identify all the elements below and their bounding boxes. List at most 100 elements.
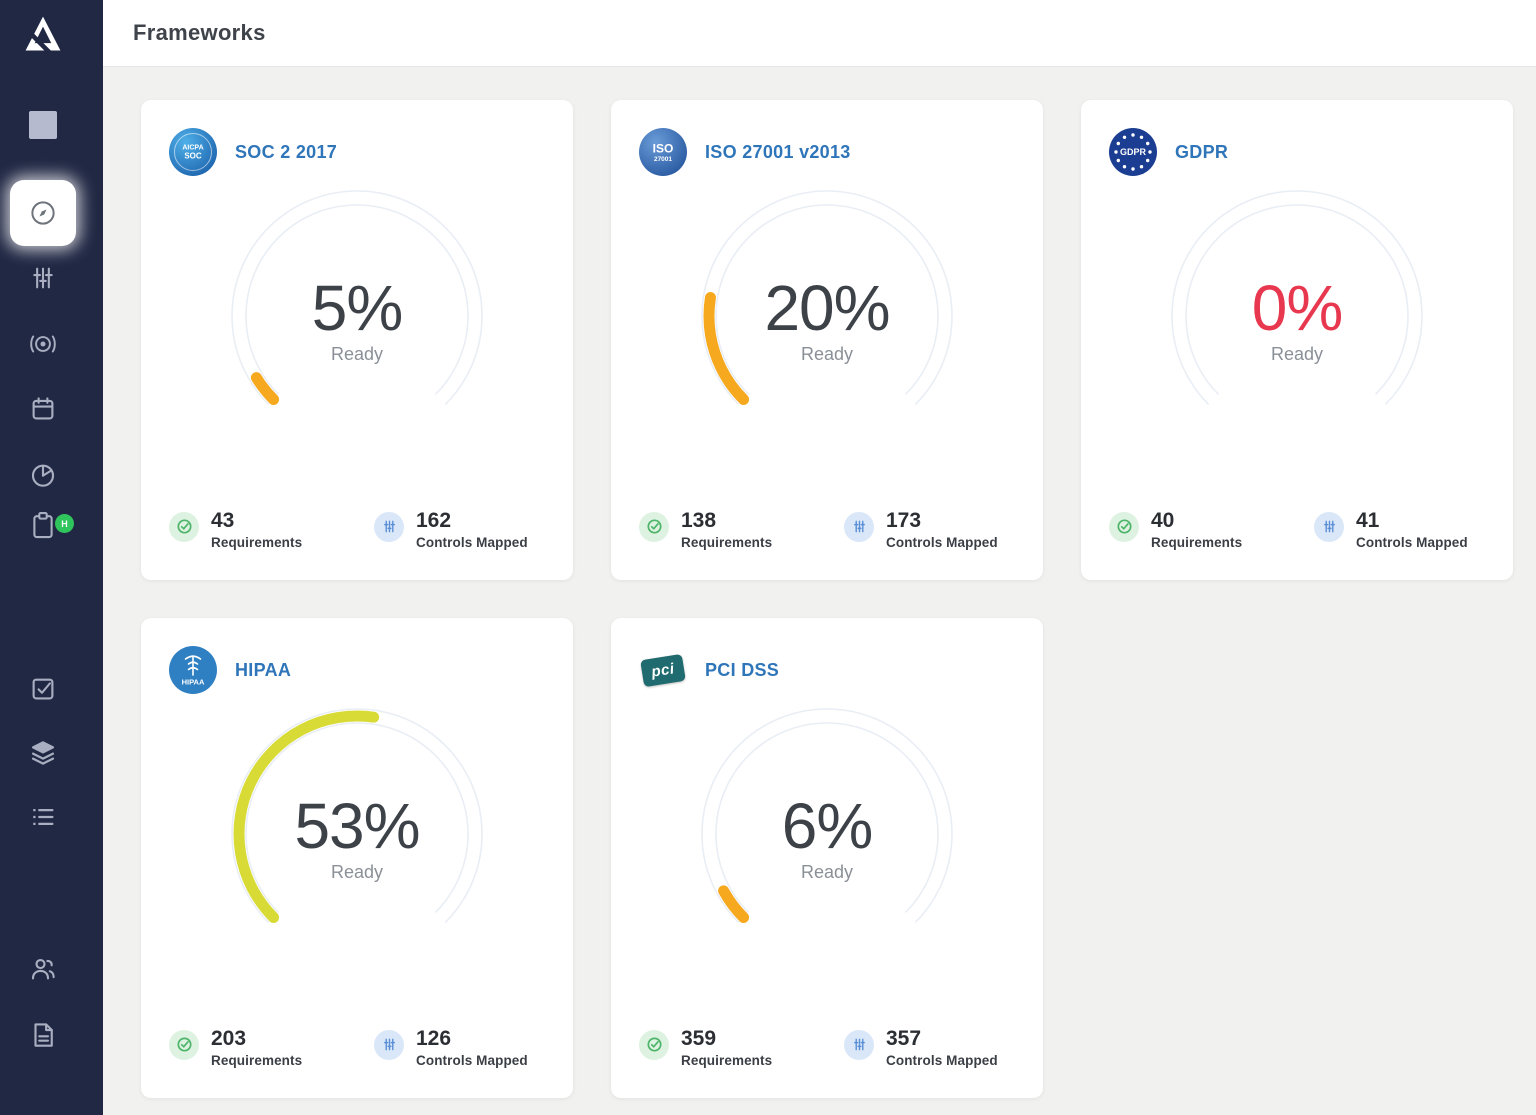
card-stats: 40 Requirements	[1109, 508, 1485, 552]
controls-label: Controls Mapped	[416, 535, 528, 550]
controls-count: 126	[416, 1026, 452, 1050]
pci-badge: pci	[639, 646, 687, 694]
requirements-label: Requirements	[681, 1053, 773, 1068]
requirements-stat: 359 Requirements	[639, 1026, 829, 1068]
sidebar-item-documents[interactable]	[28, 1020, 58, 1050]
controls-sliders-icon	[374, 1029, 404, 1060]
pie-chart-icon	[31, 464, 55, 487]
framework-title[interactable]: HIPAA	[235, 659, 292, 680]
main-area: Frameworks AICPA SOC	[103, 0, 1536, 1115]
soc2-badge-icon: AICPA SOC	[169, 128, 217, 176]
check-circle-icon	[1109, 511, 1139, 542]
framework-title[interactable]: GDPR	[1175, 141, 1229, 162]
framework-title[interactable]: PCI DSS	[705, 659, 780, 680]
sidebar-item-personnel[interactable]	[28, 954, 58, 984]
controls-sliders-icon	[1314, 511, 1344, 542]
svg-text:ISO: ISO	[653, 142, 674, 156]
controls-sliders-icon	[844, 1029, 874, 1060]
sidebar-item-list[interactable]	[28, 802, 58, 832]
iso-badge-icon: ISO 27001	[639, 128, 687, 176]
sliders-icon	[33, 267, 53, 289]
readiness-gauge: 0% Ready	[1161, 188, 1433, 440]
requirements-count: 40	[1151, 508, 1175, 532]
requirements-count: 138	[681, 508, 717, 532]
calendar-icon	[32, 397, 54, 420]
sidebar-item-policies[interactable]: H	[28, 510, 74, 542]
framework-card-hipaa[interactable]: HIPAA HIPAA 53% Ready	[141, 618, 573, 1098]
requirements-label: Requirements	[211, 535, 303, 550]
sidebar-item-reports[interactable]	[28, 460, 58, 490]
gauge-arc	[701, 708, 953, 923]
requirements-stat: 43 Requirements	[169, 508, 359, 550]
check-circle-icon	[169, 511, 199, 542]
gauge-arc	[1171, 190, 1423, 405]
controls-count: 357	[886, 1026, 922, 1050]
svg-text:GDPR: GDPR	[1120, 147, 1147, 157]
sidebar-item-layers[interactable]	[28, 738, 58, 768]
requirements-label: Requirements	[211, 1053, 303, 1068]
top-bar: Frameworks	[103, 0, 1536, 67]
sidebar: H	[0, 0, 103, 1115]
radar-icon	[30, 335, 56, 353]
svg-text:AICPA: AICPA	[182, 145, 203, 152]
card-stats: 138 Requirements	[639, 508, 1015, 552]
layers-icon	[31, 741, 55, 765]
check-square-icon	[32, 678, 54, 700]
gauge-arc	[231, 190, 483, 405]
compass-icon	[31, 201, 55, 225]
drata-logo-icon	[25, 16, 61, 54]
controls-stat: 162 Controls Mapped	[374, 508, 528, 550]
requirements-label: Requirements	[1151, 535, 1243, 550]
controls-label: Controls Mapped	[1356, 535, 1468, 550]
controls-stat: 357 Controls Mapped	[844, 1026, 998, 1068]
readiness-gauge: 6% Ready	[691, 706, 963, 958]
framework-card-pci-dss[interactable]: pci PCI DSS 6% Ready	[611, 618, 1043, 1098]
card-header: ISO 27001 ISO 27001 v2013	[639, 128, 1015, 176]
list-icon	[33, 809, 54, 825]
framework-card-iso27001[interactable]: ISO 27001 ISO 27001 v2013 20% Ready	[611, 100, 1043, 580]
sync-status-badge: H	[55, 514, 74, 533]
iso-badge: ISO 27001	[639, 128, 687, 176]
sidebar-item-calendar[interactable]	[28, 394, 58, 424]
controls-stat: 126 Controls Mapped	[374, 1026, 528, 1068]
requirements-count: 203	[211, 1026, 247, 1050]
dashboard-square-icon	[29, 111, 57, 139]
pci-badge-icon: pci	[640, 653, 686, 687]
requirements-count: 359	[681, 1026, 717, 1050]
svg-text:27001: 27001	[654, 156, 672, 163]
readiness-gauge: 20% Ready	[691, 188, 963, 440]
soc2-badge: AICPA SOC	[169, 128, 217, 176]
sidebar-item-controls[interactable]	[29, 264, 57, 292]
sidebar-item-monitoring[interactable]	[28, 330, 58, 358]
controls-stat: 41 Controls Mapped	[1314, 508, 1468, 550]
drata-logo[interactable]	[21, 12, 65, 56]
card-stats: 43 Requirements	[169, 508, 545, 552]
framework-card-gdpr[interactable]: GDPR GDPR 0% Ready	[1081, 100, 1513, 580]
framework-title[interactable]: ISO 27001 v2013	[705, 141, 851, 162]
controls-stat: 173 Controls Mapped	[844, 509, 998, 550]
controls-count: 162	[416, 508, 452, 532]
controls-count: 41	[1356, 508, 1380, 532]
framework-title[interactable]: SOC 2 2017	[235, 141, 338, 162]
check-circle-icon	[169, 1029, 199, 1060]
svg-text:SOC: SOC	[184, 152, 202, 161]
sidebar-item-frameworks[interactable]	[10, 180, 76, 246]
requirements-count: 43	[211, 508, 235, 532]
readiness-gauge: 5% Ready	[221, 188, 493, 440]
gauge-arc	[701, 190, 953, 405]
sidebar-item-dashboard[interactable]	[26, 108, 60, 142]
gauge-arc	[231, 708, 483, 923]
gdpr-badge: GDPR	[1109, 128, 1157, 176]
svg-text:HIPAA: HIPAA	[182, 678, 205, 687]
users-icon	[31, 958, 55, 980]
controls-label: Controls Mapped	[416, 1053, 528, 1068]
hipaa-badge-icon: HIPAA	[169, 646, 217, 694]
sidebar-item-tasks[interactable]	[28, 674, 58, 704]
requirements-label: Requirements	[681, 535, 773, 550]
frameworks-content: AICPA SOC SOC 2 2017 5% Ready	[103, 67, 1536, 1098]
framework-card-soc2[interactable]: AICPA SOC SOC 2 2017 5% Ready	[141, 100, 573, 580]
pci-badge-text: pci	[650, 659, 676, 681]
clipboard-icon	[33, 512, 53, 539]
requirements-stat: 40 Requirements	[1109, 508, 1299, 550]
